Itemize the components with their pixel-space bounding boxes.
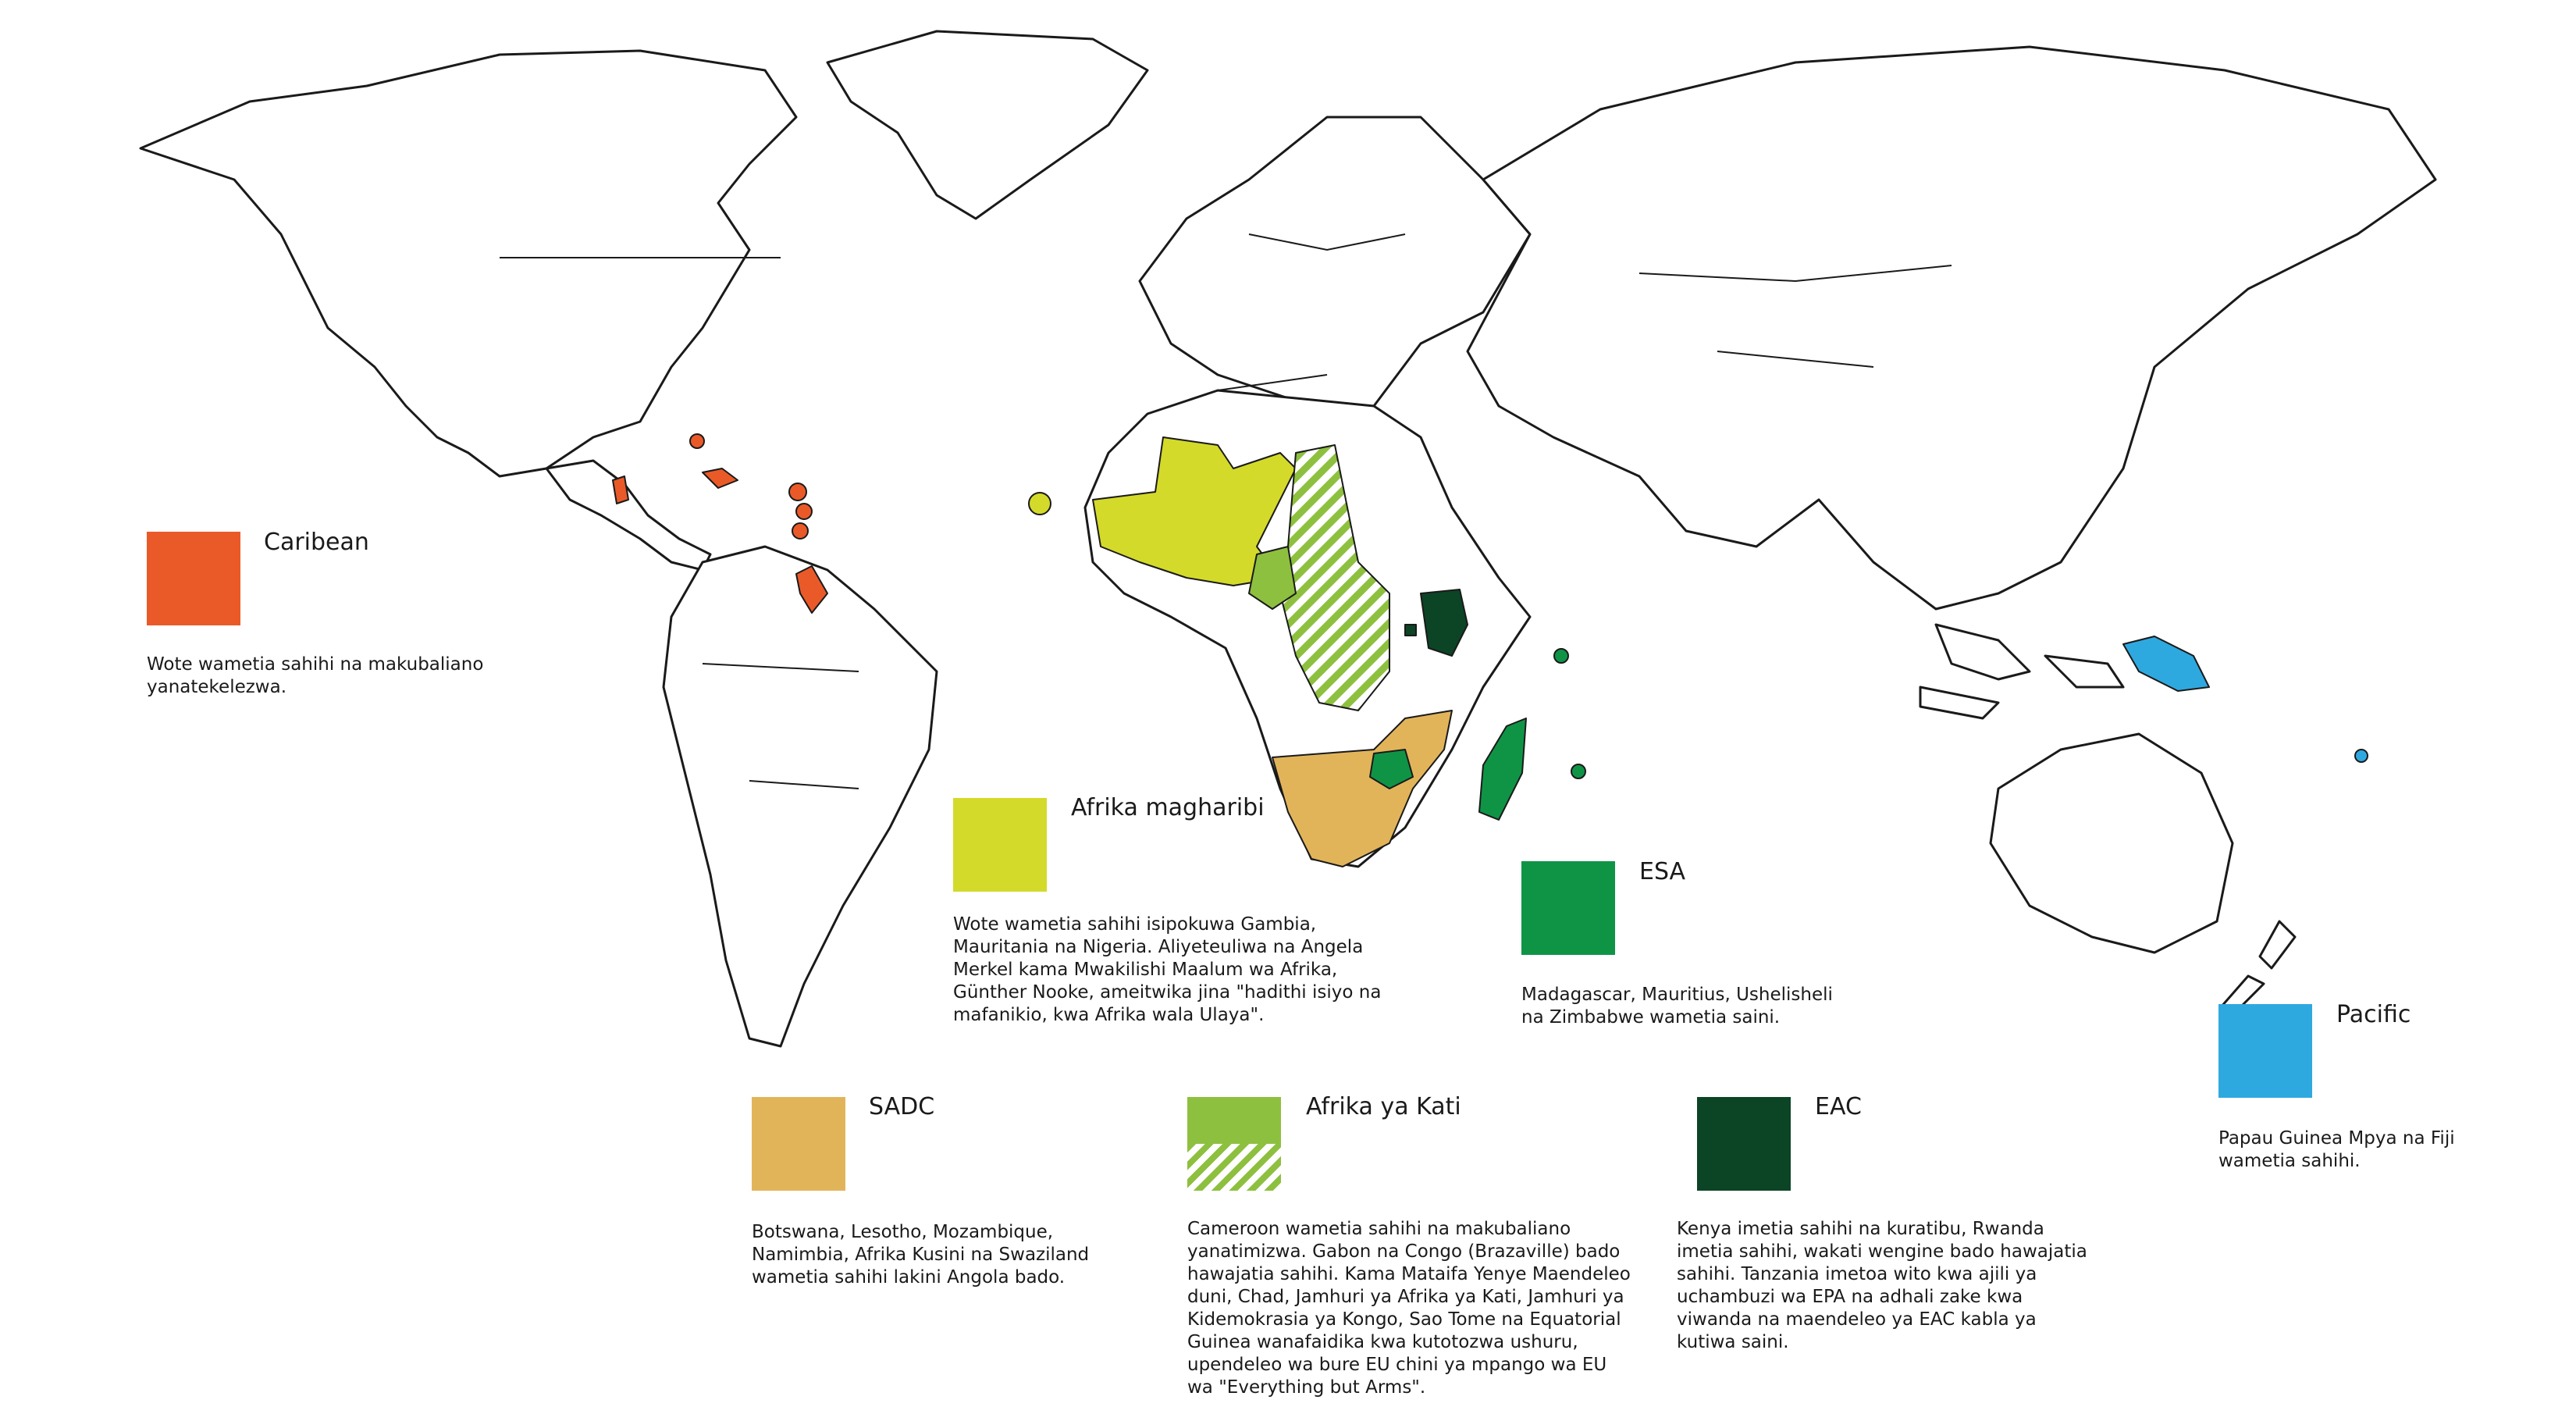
eac-title: EAC bbox=[1815, 1093, 1862, 1120]
kenya-eac-region bbox=[1420, 589, 1468, 657]
esa-title: ESA bbox=[1639, 858, 1686, 885]
west-africa-swatch bbox=[953, 798, 1047, 892]
esa-swatch bbox=[1521, 861, 1615, 955]
greenland-landmass bbox=[826, 30, 1149, 220]
central-africa-description: Cameroon wametia sahihi na makubaliano y… bbox=[1187, 1219, 1631, 1398]
west-africa-description: Wote wametia sahihi isipokuwa Gambia, Ma… bbox=[953, 914, 1382, 1025]
papua-new-guinea-pacific-region bbox=[2122, 636, 2210, 692]
north-america-landmass bbox=[139, 49, 798, 478]
pacific-description: Papau Guinea Mpya na Fiji wametia sahihi… bbox=[2218, 1128, 2455, 1171]
rwanda-eac-region bbox=[1404, 624, 1417, 636]
sadc-swatch bbox=[752, 1097, 845, 1191]
seychelles-esa bbox=[1553, 648, 1569, 664]
caribean-title: Caribean bbox=[264, 529, 369, 556]
sadc-region bbox=[1272, 710, 1453, 867]
australia-landmass bbox=[1989, 732, 2234, 954]
madagascar-esa-region bbox=[1478, 718, 1527, 821]
caribean-swatch bbox=[147, 532, 240, 625]
west-africa-region bbox=[1092, 436, 1297, 586]
eac-swatch bbox=[1697, 1097, 1791, 1191]
caribean-description: Wote wametia sahihi na makubaliano yanat… bbox=[147, 654, 484, 697]
mauritius-esa bbox=[1571, 764, 1586, 779]
pacific-title: Pacific bbox=[2336, 1001, 2411, 1028]
pacific-swatch bbox=[2218, 1004, 2312, 1098]
asia-landmass bbox=[1466, 45, 2437, 611]
country-borders bbox=[500, 233, 1952, 789]
cape-verde-west-africa bbox=[1028, 492, 1051, 515]
central-africa-title: Afrika ya Kati bbox=[1306, 1093, 1461, 1120]
central-africa-swatch bbox=[1187, 1097, 1281, 1144]
caribean-region bbox=[612, 433, 828, 614]
southeast-asia-islands bbox=[1919, 623, 2125, 720]
sadc-description: Botswana, Lesotho, Mozambique, Namimbia,… bbox=[752, 1222, 1090, 1288]
eac-description: Kenya imetia sahihi na kuratibu, Rwanda … bbox=[1677, 1219, 2087, 1352]
esa-description: Madagascar, Mauritius, Ushelisheli na Zi… bbox=[1521, 985, 1833, 1028]
central-america-landmass bbox=[545, 459, 712, 572]
fiji-pacific bbox=[2354, 749, 2368, 763]
west-africa-title: Afrika magharibi bbox=[1071, 794, 1265, 821]
new-zealand-landmass bbox=[2219, 920, 2297, 1017]
sadc-title: SADC bbox=[869, 1093, 935, 1120]
zimbabwe-esa-region bbox=[1369, 749, 1414, 789]
europe-landmass bbox=[1138, 116, 1532, 408]
cameroon-central-africa-region bbox=[1248, 546, 1297, 610]
central-africa-hatched-swatch bbox=[1187, 1144, 1281, 1191]
south-america-landmass bbox=[662, 545, 938, 1048]
